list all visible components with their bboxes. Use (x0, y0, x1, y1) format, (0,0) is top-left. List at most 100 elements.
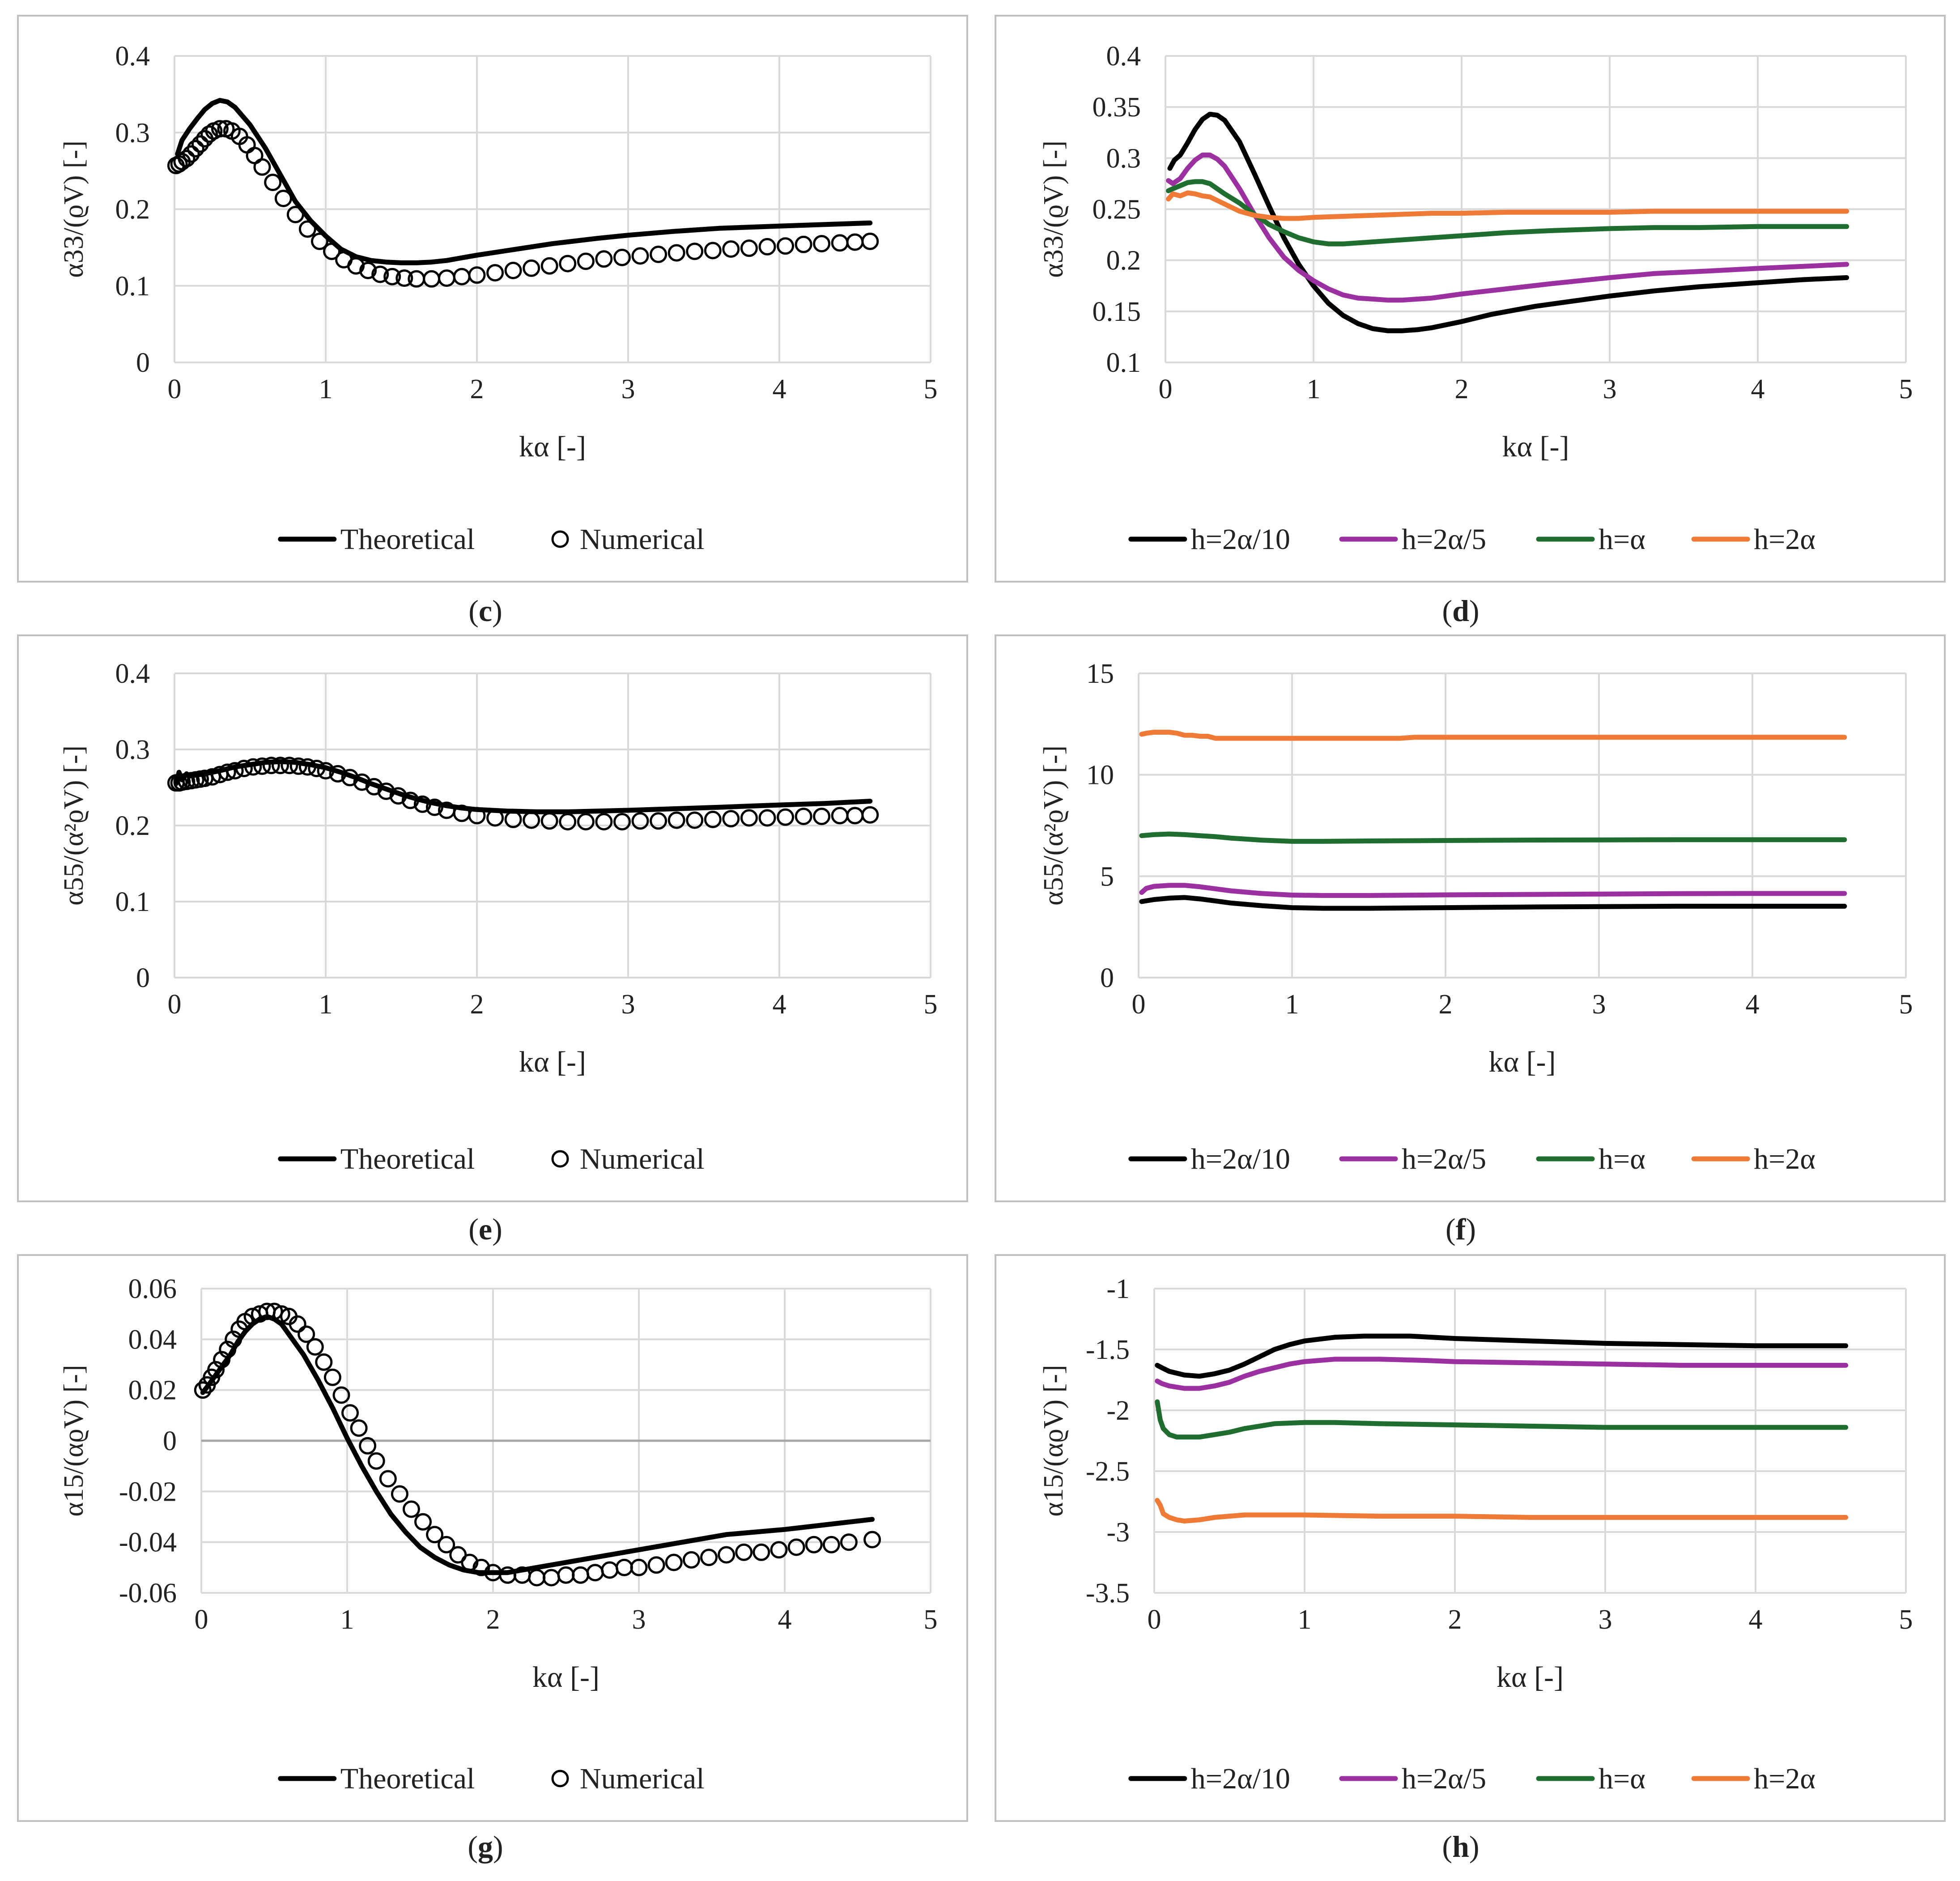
legend-item: Numerical (551, 1143, 705, 1175)
y-tick-label: -2.5 (1086, 1456, 1130, 1487)
x-axis-title: kα [-] (1488, 1046, 1556, 1078)
data-point (323, 243, 340, 260)
legend-item: h=2α/5 (1339, 1762, 1486, 1795)
series-line-2 (1166, 179, 1849, 247)
legend-label: Numerical (580, 523, 705, 556)
data-point (401, 792, 419, 809)
x-tick-label: 2 (1448, 1604, 1462, 1635)
data-point (722, 810, 740, 828)
legend-label: h=2α/5 (1402, 1762, 1486, 1795)
x-tick-label: 5 (924, 1604, 938, 1635)
data-point (523, 811, 540, 829)
panel-caption: (g) (468, 1830, 503, 1864)
data-point (194, 1381, 212, 1399)
caption-letter: g (478, 1830, 493, 1864)
y-tick-label: 0.1 (115, 271, 150, 302)
data-point (377, 783, 395, 800)
legend-label: h=2α/10 (1191, 1762, 1290, 1795)
data-point (650, 246, 668, 263)
data-point (577, 252, 595, 270)
data-point (218, 763, 236, 781)
data-point (371, 265, 389, 283)
y-tick-label: 5 (1100, 861, 1114, 892)
legend-label: h=2α (1754, 1762, 1815, 1795)
data-point (861, 232, 879, 250)
caption-letter: f (1456, 1212, 1467, 1246)
legend-label: Numerical (580, 1143, 705, 1175)
x-axis-title: kα [-] (519, 430, 586, 463)
legend-label: Theoretical (340, 1143, 475, 1175)
data-point (650, 812, 668, 830)
data-point (682, 1551, 700, 1569)
x-tick-label: 4 (1751, 374, 1765, 404)
data-point (395, 269, 413, 287)
x-tick-label: 1 (1307, 374, 1321, 404)
x-tick-label: 5 (1899, 374, 1913, 404)
x-tick-label: 0 (1132, 989, 1146, 1020)
data-point (219, 1341, 237, 1358)
x-tick-label: 1 (1285, 989, 1299, 1020)
y-axis-title: α33/(ϱV) [-] (1038, 140, 1069, 278)
data-point (389, 787, 407, 805)
legend-marker-swatch (551, 530, 569, 548)
legend-marker-swatch (551, 1150, 569, 1168)
chart-panel-g: 0 1 2 3 4 5 -0.06 -0.04 -0.02 0 0.02 0.04 0.06 α15/(α… (17, 1254, 968, 1864)
data-point (486, 809, 504, 827)
legend-item: h=α (1536, 1143, 1645, 1175)
data-point (207, 1361, 225, 1379)
caption-close-paren: ) (492, 1212, 502, 1246)
y-tick-label: -3 (1106, 1517, 1130, 1548)
data-point (595, 250, 613, 268)
data-point (686, 811, 704, 829)
y-tick-label: -0.02 (119, 1477, 177, 1507)
y-tick-label: -2 (1106, 1396, 1130, 1426)
caption-letter: d (1452, 594, 1469, 628)
data-point (758, 809, 776, 827)
y-axis-title: α55/(α²ϱV) [-] (59, 745, 89, 906)
data-point (311, 232, 328, 250)
data-point (559, 813, 577, 830)
data-point (540, 257, 558, 275)
data-point (753, 1543, 770, 1561)
legend-item: h=2α (1691, 523, 1815, 556)
y-tick-label: 0 (136, 348, 150, 378)
y-axis-title: α55/(α²ϱV) [-] (1038, 745, 1069, 906)
series-line-0 (1167, 111, 1849, 333)
y-tick-label: 0 (136, 963, 150, 993)
caption-letter: h (1452, 1830, 1469, 1864)
data-point (281, 757, 298, 775)
caption-open-paren: ( (468, 1212, 479, 1246)
x-tick-label: 4 (1749, 1604, 1763, 1635)
data-point (668, 811, 685, 829)
x-axis-title: kα [-] (1497, 1661, 1564, 1694)
data-point (391, 1485, 408, 1503)
data-point (777, 237, 794, 255)
data-point (504, 810, 522, 828)
chart-panel-c: 0 1 2 3 4 5 0 0.1 0.2 0.3 0.4 α33/(ϱV) [-] kα [-] The… (17, 15, 968, 628)
x-tick-label: 2 (1439, 989, 1453, 1020)
legend-item: h=2α/10 (1128, 523, 1290, 556)
x-tick-label: 2 (470, 989, 484, 1020)
chart-frame (17, 15, 968, 583)
legend-item: Theoretical (278, 1143, 475, 1175)
caption-letter: c (479, 594, 492, 628)
y-tick-label: 0.3 (115, 735, 150, 765)
x-tick-label: 4 (773, 374, 787, 404)
data-point (253, 757, 271, 775)
data-point (425, 798, 443, 816)
data-point (777, 808, 794, 826)
data-point (298, 1325, 315, 1343)
data-point (353, 773, 371, 791)
panel-caption: (h) (1442, 1830, 1479, 1864)
x-tick-label: 1 (319, 989, 333, 1020)
data-point (686, 243, 704, 260)
legend-label: h=2α/10 (1191, 1143, 1290, 1175)
data-point (426, 1526, 444, 1544)
data-point (264, 174, 282, 192)
legend-item: h=2α (1691, 1143, 1815, 1175)
data-point (298, 220, 316, 238)
data-point (468, 807, 486, 825)
x-tick-label: 3 (621, 374, 635, 404)
x-tick-label: 0 (1159, 374, 1173, 404)
legend-label: h=2α/5 (1402, 1143, 1486, 1175)
